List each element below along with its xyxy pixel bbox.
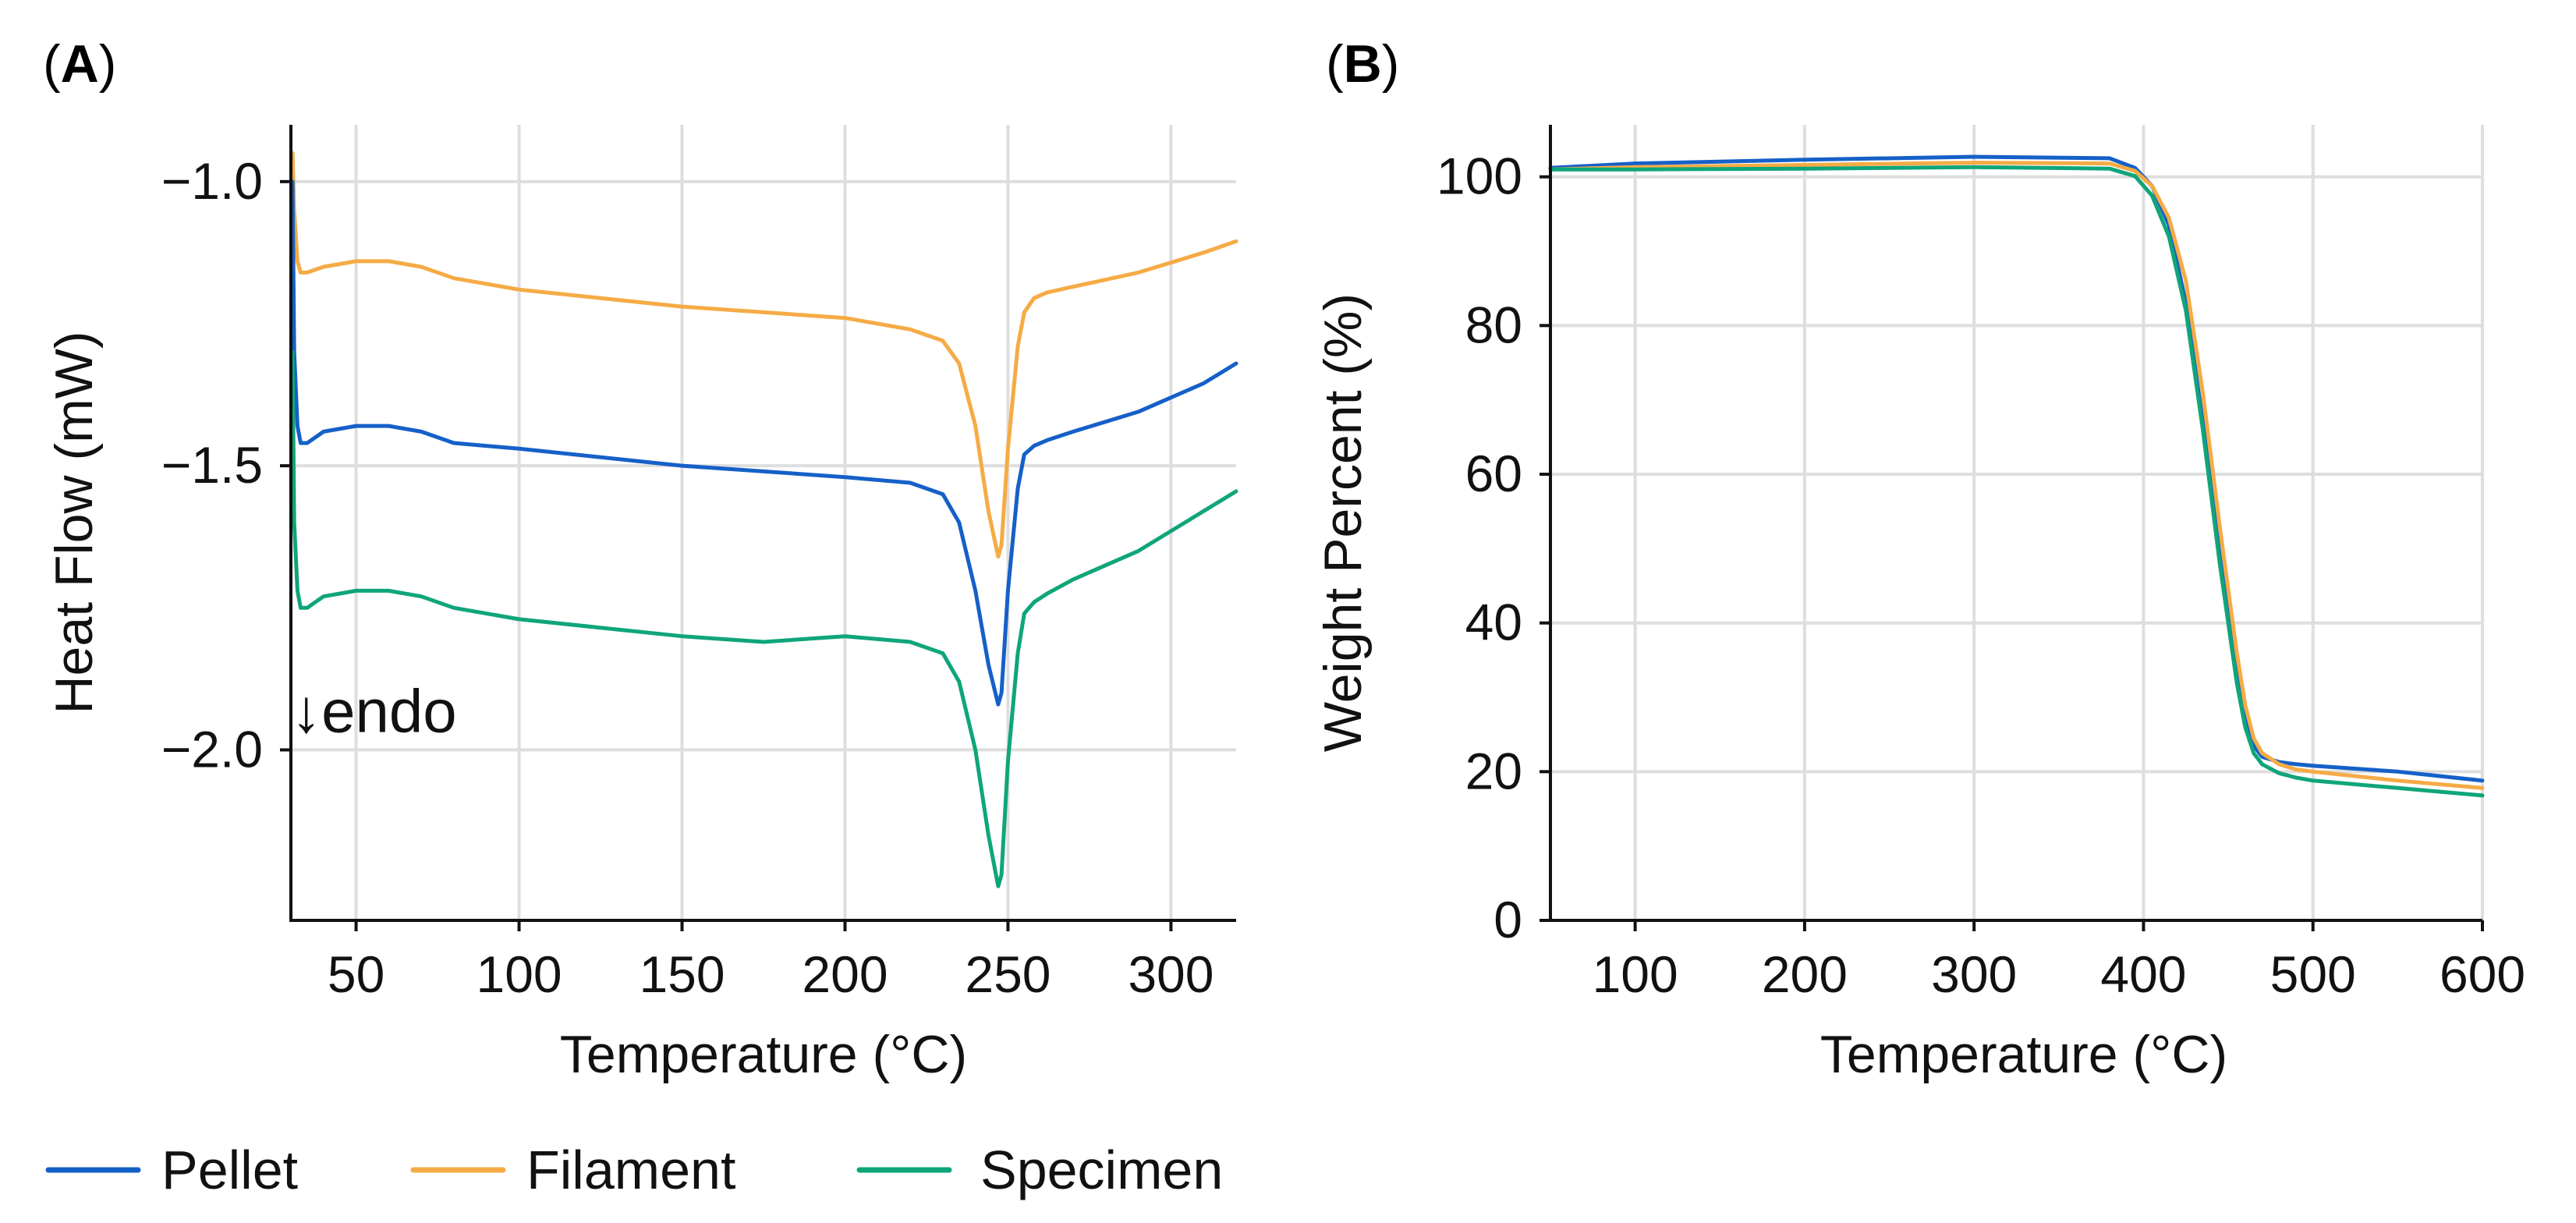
dsc-grid — [291, 125, 1236, 920]
tga-ticks: 100 200 300 400 500 600 0 20 40 60 80 100 — [1437, 147, 2525, 1003]
dsc-y-tick-label: −2.0 — [161, 720, 263, 778]
tga-x-tick-label: 600 — [2440, 945, 2525, 1003]
dsc-series-pellet — [290, 179, 1238, 707]
tga-x-tick-label: 200 — [1762, 945, 1848, 1003]
tga-chart: 100 200 300 400 500 600 0 20 40 60 80 100 Temperatu… — [1313, 125, 2525, 1084]
tga-y-tick-label: 40 — [1465, 594, 1522, 651]
tga-axes — [1549, 125, 2482, 922]
legend-label-filament: Filament — [526, 1140, 735, 1200]
dsc-series-filament — [290, 151, 1238, 559]
dsc-y-tick-label: −1.0 — [161, 152, 263, 210]
tga-series-filament — [1548, 161, 2485, 790]
dsc-chart: 50 100 150 200 250 300 −1.0 −1.5 −2.0 ↓endo Temp… — [44, 125, 1238, 1084]
tga-x-tick-label: 100 — [1593, 945, 1678, 1003]
panel-b-letter-text: B — [1344, 34, 1382, 94]
tga-y-tick-label: 100 — [1437, 147, 1522, 205]
dsc-x-axis-label: Temperature (°C) — [560, 1025, 967, 1084]
tga-series-specimen — [1548, 165, 2485, 798]
dsc-axis-spines — [289, 125, 1236, 922]
dsc-x-tick-label: 100 — [476, 945, 562, 1003]
dsc-x-tick-label: 250 — [965, 945, 1051, 1003]
legend: Pellet Filament Specimen — [45, 1140, 1223, 1200]
tga-x-axis-label: Temperature (°C) — [1820, 1025, 2227, 1084]
panel-a-letter: (A) — [43, 34, 116, 94]
tga-grid — [1550, 125, 2484, 922]
dsc-x-tick-label: 200 — [802, 945, 888, 1003]
tga-x-tick-label: 400 — [2100, 945, 2186, 1003]
dsc-series — [290, 151, 1238, 888]
dsc-ticks: 50 100 150 200 250 300 −1.0 −1.5 −2.0 — [161, 152, 1214, 1003]
tga-y-tick-label: 0 — [1494, 891, 1522, 948]
tga-series — [1548, 154, 2485, 798]
tga-x-tick-label: 500 — [2270, 945, 2356, 1003]
panel-b-letter: (B) — [1326, 34, 1399, 94]
tga-x-tick-label: 300 — [1931, 945, 2017, 1003]
legend-label-specimen: Specimen — [980, 1140, 1223, 1200]
legend-label-pellet: Pellet — [161, 1140, 298, 1200]
dsc-series-specimen — [290, 349, 1238, 888]
tga-y-tick-label: 60 — [1465, 445, 1522, 502]
dsc-x-tick-label: 150 — [639, 945, 725, 1003]
endo-annotation: ↓endo — [291, 676, 457, 745]
dsc-x-tick-label: 300 — [1128, 945, 1214, 1003]
tga-axis-spines — [1549, 125, 2482, 922]
dsc-axes — [289, 125, 1236, 922]
tga-y-tick-label: 80 — [1465, 296, 1522, 353]
panel-a-letter-text: A — [61, 34, 99, 94]
dsc-y-tick-label: −1.5 — [161, 436, 263, 494]
dsc-x-tick-label: 50 — [328, 945, 384, 1003]
tga-y-tick-label: 20 — [1465, 742, 1522, 799]
dsc-y-axis-label: Heat Flow (mW) — [44, 331, 104, 714]
tga-series-pellet — [1548, 154, 2485, 783]
tga-y-axis-label: Weight Percent (%) — [1313, 293, 1373, 752]
